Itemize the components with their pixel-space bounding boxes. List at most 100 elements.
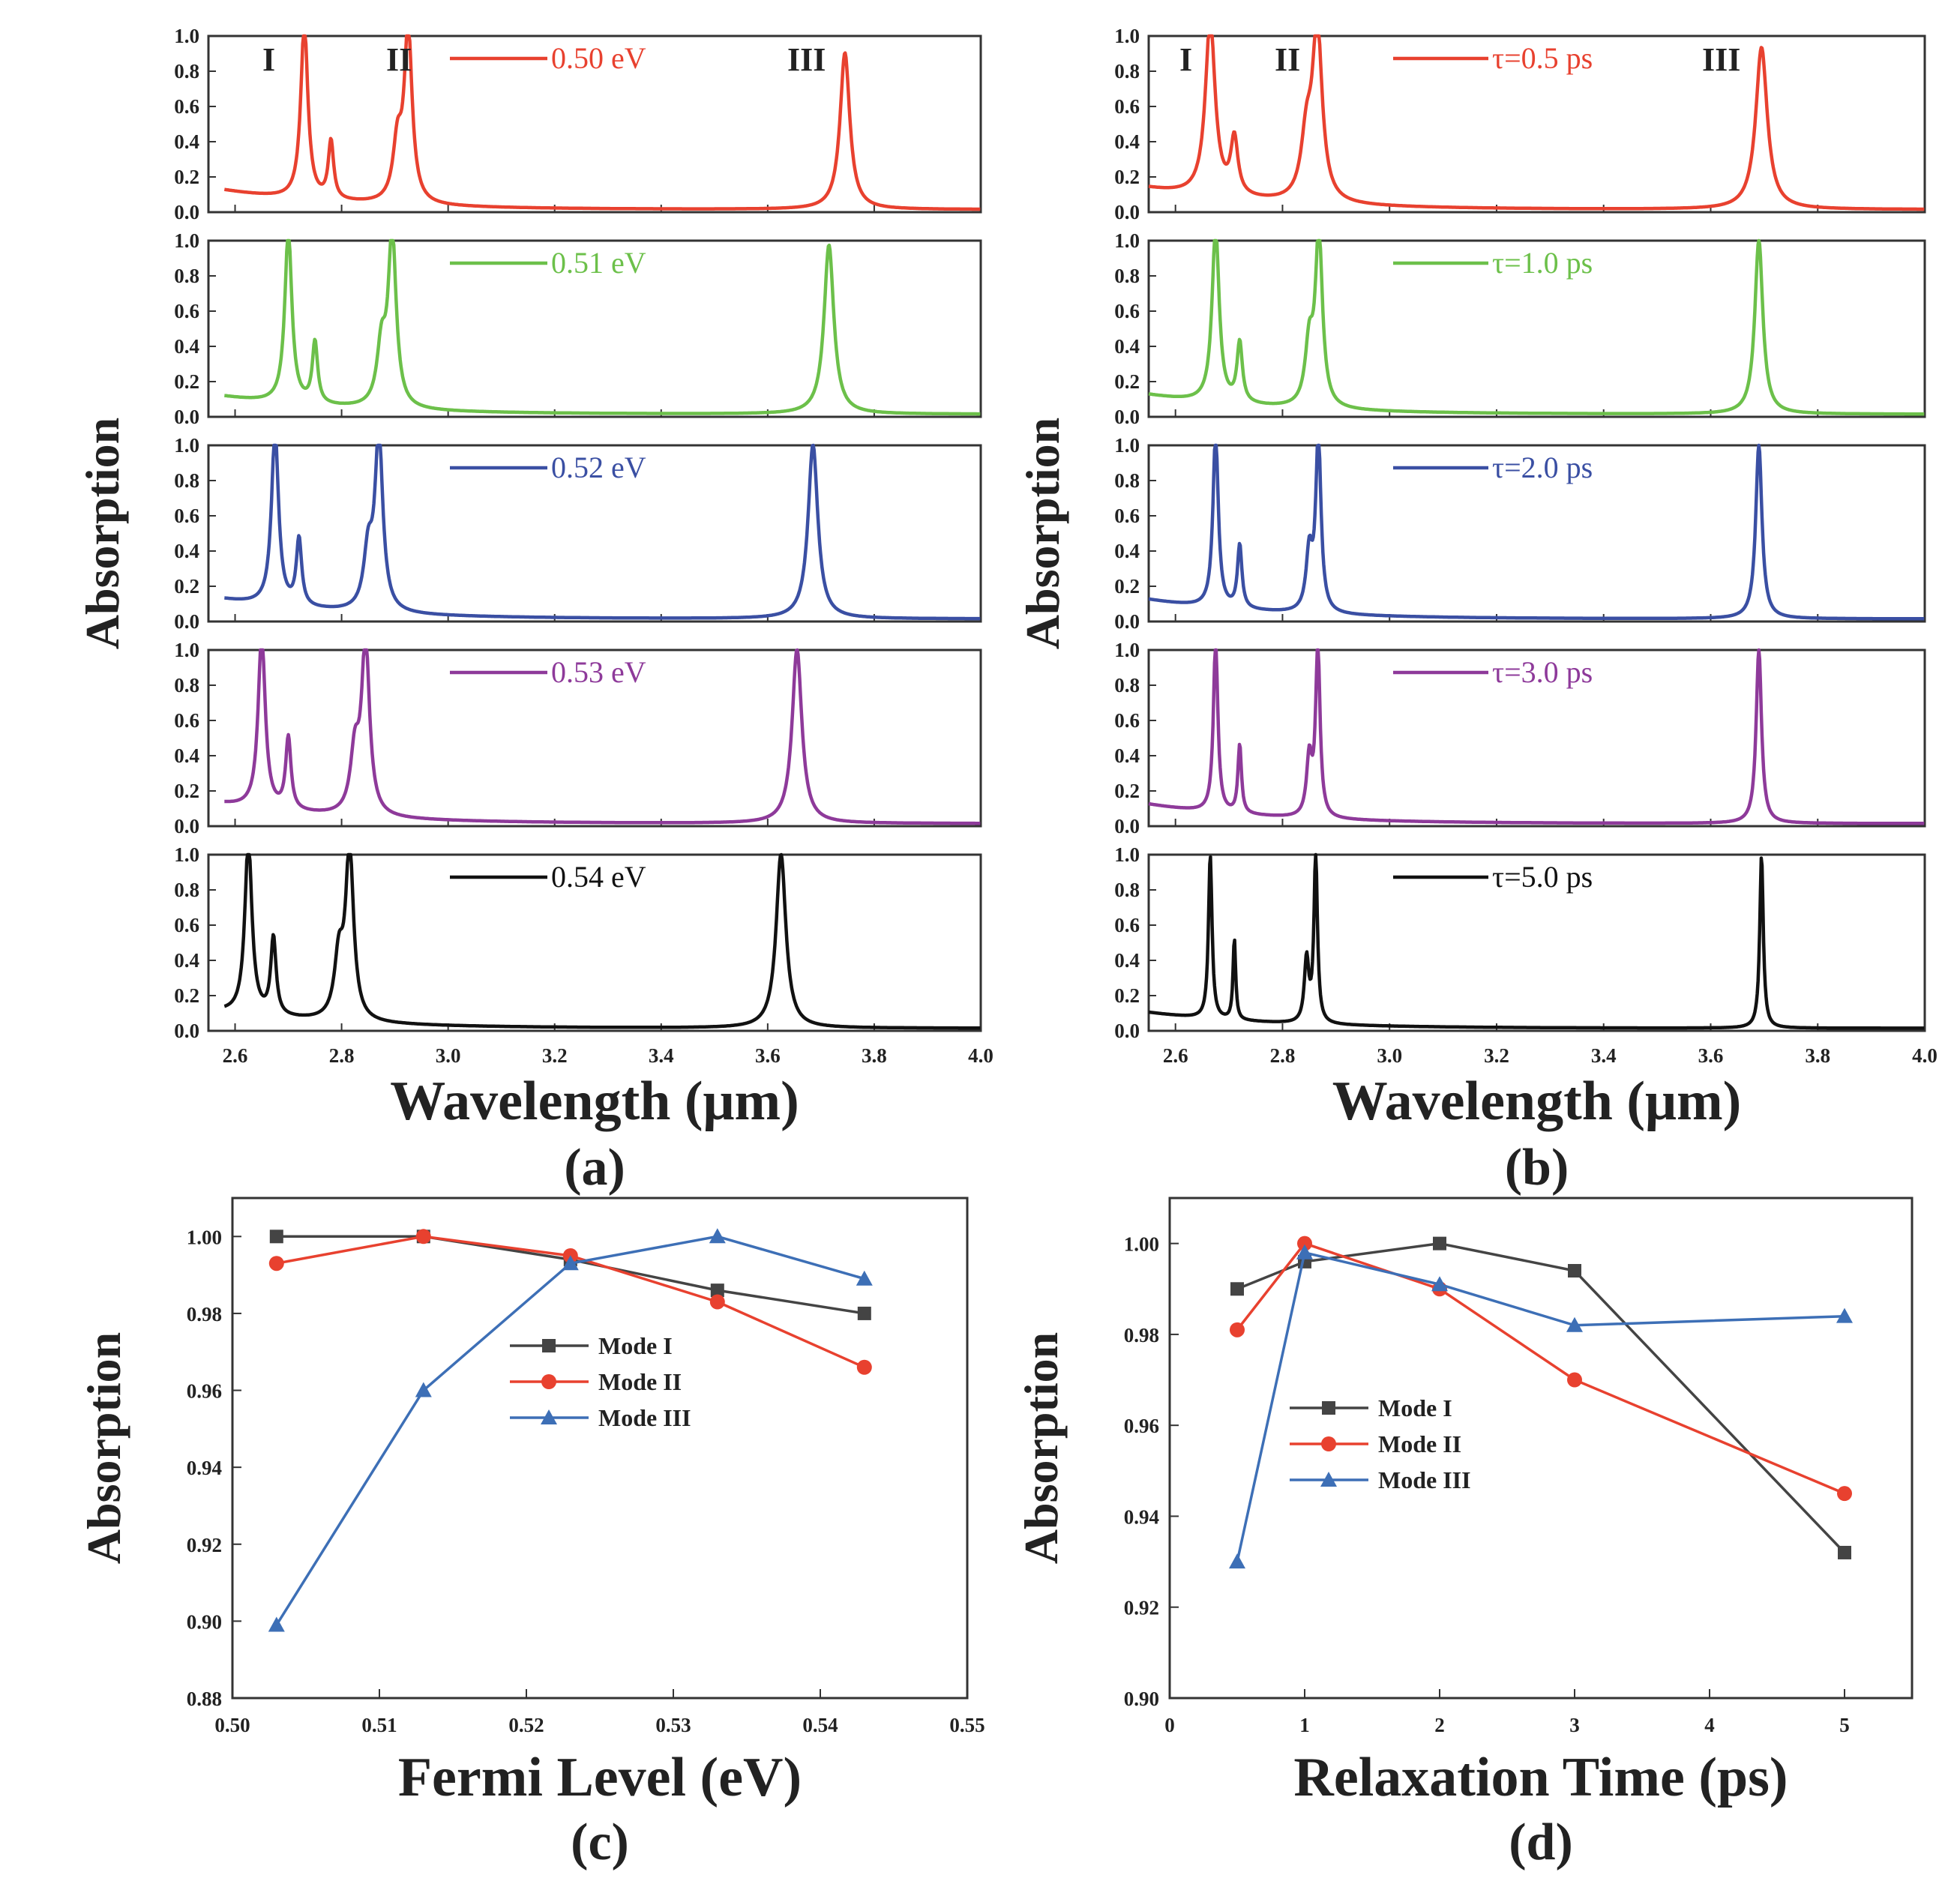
legend-label: Mode II [1378,1430,1461,1457]
series-line-b-0 [1147,34,1926,211]
mode-label-I: I [1179,41,1192,78]
y-tick-label: 0.2 [1114,984,1140,1007]
data-point-triangle [1566,1316,1583,1332]
series-line-b-2 [1147,443,1926,621]
x-tick-label: 0.52 [508,1714,544,1736]
plot-frame-a-3 [207,648,982,828]
y-tick-label: 0.2 [174,575,199,598]
x-tick-label: 4.0 [1912,1044,1938,1067]
x-tick-label: 0.55 [949,1714,984,1736]
y-tick-label: 0.6 [174,300,199,322]
data-point-circle [541,1374,556,1389]
data-point-circle [856,1359,872,1375]
x-tick-label: 2 [1434,1714,1445,1736]
panel-label: (a) [564,1139,625,1197]
data-point-square [1322,1401,1335,1415]
series-line-b-1 [1147,238,1926,416]
panel-label: (b) [1505,1139,1569,1197]
data-point-square [1568,1264,1581,1278]
mode-label-III: III [787,41,826,78]
legend-label: 0.51 eV [551,246,646,280]
y-tick-label: 1.0 [174,229,199,252]
y-tick-label: 0.2 [1114,575,1140,598]
y-tick-label: 0.0 [174,1020,199,1042]
plot-frame-b-3 [1147,648,1926,828]
data-point-circle [1567,1372,1582,1388]
data-point-circle [1837,1486,1852,1502]
x-tick-label: 0.53 [655,1714,691,1736]
x-axis-label: Relaxation Time (ps) [1293,1747,1788,1808]
mode-label-I: I [262,41,275,78]
series-line-b-3 [1147,648,1926,825]
panel-c-fermi-level: 0.88 0.90 0.92 0.94 0.96 0.98 1.00 0.50 0.51 0.52… [77,1197,985,1871]
plot-frame-d [1168,1197,1914,1700]
y-tick-label: 0.4 [174,949,199,972]
panel-a-spectra: 0.00.20.40.60.81.00.50 eVI II III0.00.20.4… [76,25,993,1197]
x-tick-label: 3.6 [1698,1044,1724,1067]
y-tick-label: 1.0 [1114,434,1140,457]
x-axis-label: Wavelength (μm) [1332,1071,1742,1132]
x-tick-label: 3.4 [649,1044,674,1067]
x-tick-label: 2.8 [1270,1044,1296,1067]
data-point-circle [1297,1236,1312,1251]
legend-label: 0.52 eV [551,451,646,484]
plot-frame-c [231,1197,969,1700]
y-tick-label: 0.0 [1114,1020,1140,1042]
y-tick-label: 0.2 [174,166,199,188]
y-tick-label: 0.6 [1114,709,1140,732]
x-tick-label: 3.0 [436,1044,461,1067]
panel-label: (d) [1509,1814,1573,1871]
y-tick-label: 0.8 [174,469,199,492]
y-tick-label: 1.0 [1114,25,1140,47]
y-tick-label: 1.0 [174,639,199,661]
y-tick-label: 1.0 [174,25,199,47]
data-point-circle [415,1229,431,1245]
plot-frame-b-4 [1147,853,1926,1032]
data-point-triangle [541,1409,557,1424]
y-tick-label: 0.8 [1114,60,1140,82]
x-tick-label: 4 [1704,1714,1715,1736]
y-tick-label: 0.94 [187,1457,222,1479]
x-tick-label: 3.8 [1805,1044,1830,1067]
y-tick-label: 1.00 [1124,1233,1159,1256]
y-tick-label: 0.2 [1114,780,1140,802]
y-tick-label: 0.0 [174,406,199,428]
y-tick-label: 1.0 [174,843,199,866]
data-point-square [269,1230,283,1244]
legend-label: τ=3.0 ps [1492,655,1593,689]
data-point-triangle [562,1255,579,1271]
y-tick-label: 0.8 [174,674,199,696]
x-tick-label: 0 [1164,1714,1175,1736]
series-line-a-0 [223,34,981,211]
x-tick-label: 0.51 [361,1714,397,1736]
plot-frame-a-2 [207,444,982,623]
y-tick-label: 0.90 [187,1610,222,1633]
y-tick-label: 0.96 [187,1380,222,1403]
y-tick-label: 0.8 [174,265,199,287]
y-tick-label: 0.6 [174,914,199,936]
legend-label: τ=1.0 ps [1492,246,1593,280]
data-point-square [857,1306,871,1320]
x-tick-label: 3.2 [1484,1044,1509,1067]
data-point-square [710,1283,724,1298]
y-tick-label: 0.4 [1114,949,1140,972]
panel-b-spectra: 0.00.20.40.60.81.0τ=0.5 psI II III0.00.20.… [1016,25,1938,1197]
legend-label: 0.54 eV [551,860,646,894]
y-tick-label: 0.0 [1114,815,1140,837]
x-tick-label: 3 [1569,1714,1580,1736]
y-tick-label: 0.8 [174,60,199,82]
legend-label: Mode II [598,1368,682,1395]
legend-label: Mode I [1378,1394,1452,1421]
data-point-triangle [1296,1244,1313,1259]
data-point-triangle [1836,1307,1853,1323]
y-tick-label: 0.2 [174,984,199,1007]
x-tick-label: 3.0 [1377,1044,1402,1067]
x-tick-label: 4.0 [968,1044,993,1067]
y-tick-label: 0.6 [1114,300,1140,322]
mode-label-II: II [386,41,412,78]
data-point-triangle [1229,1553,1245,1569]
y-tick-label: 1.0 [1114,639,1140,661]
y-axis-label: Absorption [76,418,129,649]
y-tick-label: 0.2 [1114,370,1140,393]
